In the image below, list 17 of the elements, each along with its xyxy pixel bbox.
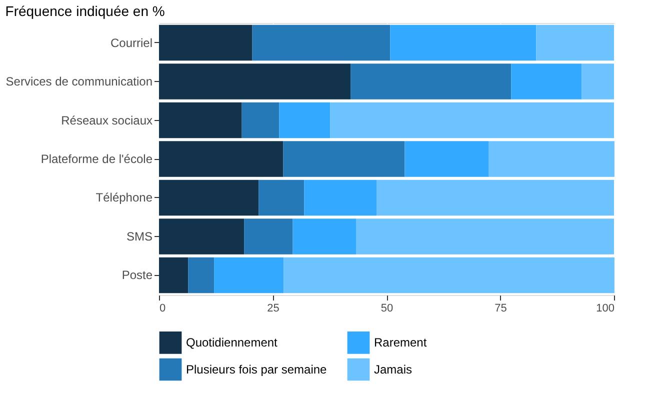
y-tick-label: Réseaux sociaux [61, 113, 152, 128]
x-tick-label: 50 [380, 302, 394, 314]
y-tick-label: Poste [122, 268, 153, 282]
y-tick-label: Plateforme de l'école [40, 152, 153, 166]
y-tick-label: Téléphone [96, 190, 153, 205]
x-tick-label: 0 [160, 302, 166, 314]
legend-label: Rarement [374, 336, 428, 350]
y-tick-label: Courriel [110, 36, 152, 50]
legend-label: Quotidiennement [186, 336, 278, 350]
x-tick-label: 75 [494, 302, 507, 314]
x-tick-label: 100 [596, 302, 614, 314]
legend-label: Jamais [374, 362, 412, 376]
legend-label: Plusieurs fois par semaine [186, 362, 328, 376]
y-tick-label: Services de communication [6, 74, 152, 89]
y-tick-label: SMS [126, 229, 152, 244]
x-tick-label: 25 [267, 302, 280, 314]
chart-title: Fréquence indiquée en % [5, 3, 165, 19]
